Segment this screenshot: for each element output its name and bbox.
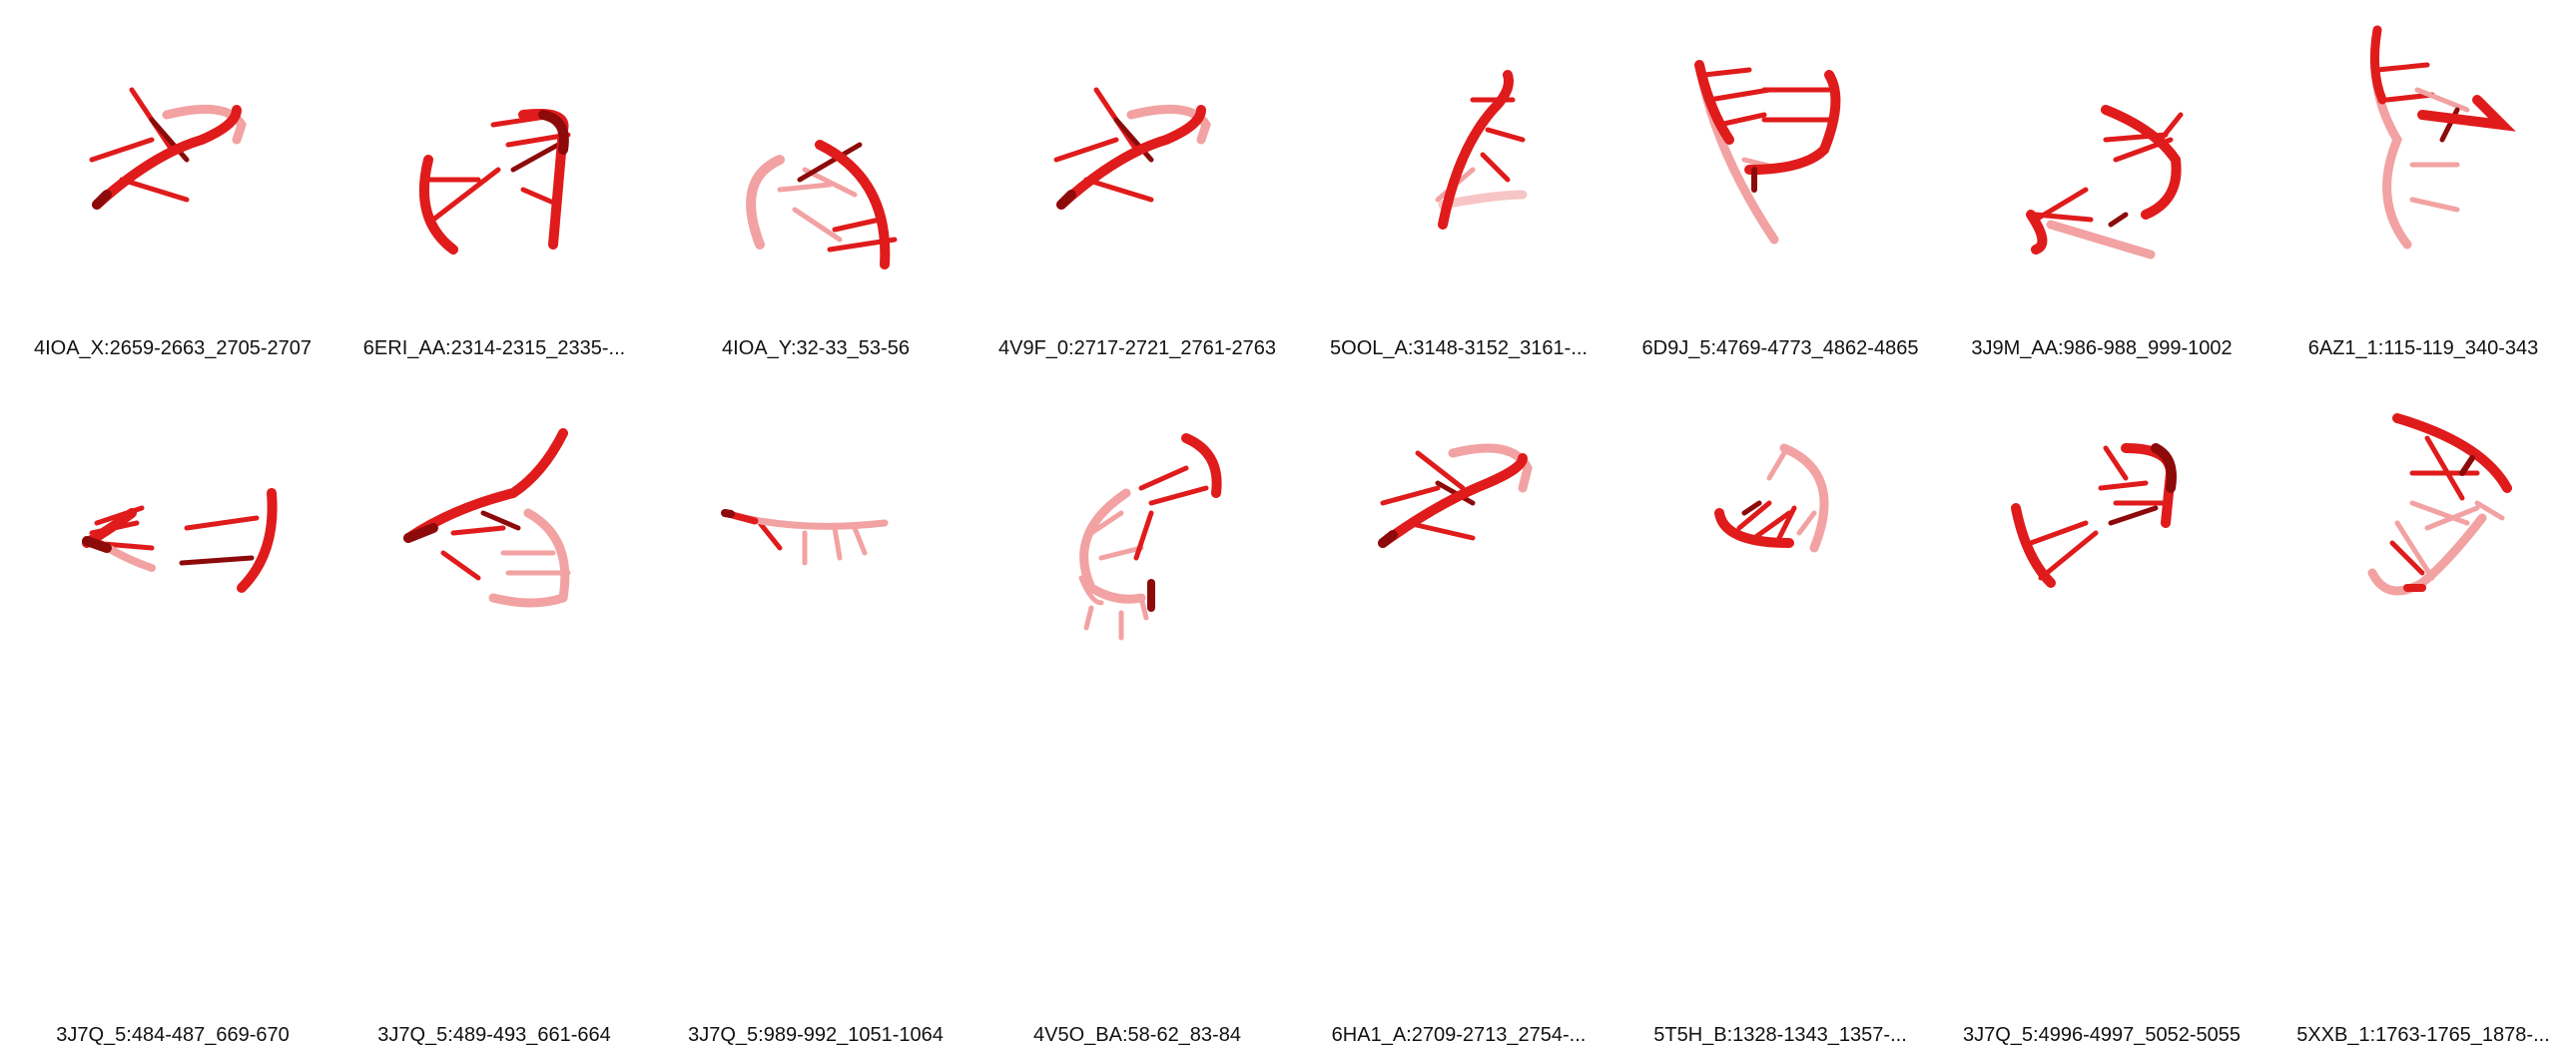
- structure-label: 3J7Q_5:484-487_669-670: [56, 1024, 290, 1046]
- structure-label: 4IOA_Y:32-33_53-56: [722, 337, 910, 359]
- structure-tile[interactable]: 3J9M_AA:986-988_999-1002: [1941, 20, 2262, 359]
- rna-structure-image: [418, 109, 571, 255]
- rna-structure-image: [721, 509, 889, 566]
- structure-label: 5OOL_A:3148-3152_3161-...: [1330, 337, 1588, 359]
- rna-structure-image: [2026, 105, 2184, 260]
- structure-tile[interactable]: 5T5H_B:1328-1343_1357-...: [1619, 363, 1941, 1046]
- rna-structure-image: [1378, 443, 1533, 548]
- rna-structure-image: [1694, 60, 1841, 245]
- rna-structure-image: [89, 87, 247, 210]
- structure-label: 3J9M_AA:986-988_999-1002: [1971, 337, 2233, 359]
- rna-structure-image: [2011, 443, 2177, 588]
- rna-structure-image: [82, 488, 278, 593]
- structure-tile[interactable]: 5OOL_A:3148-3152_3161-...: [1298, 20, 1619, 359]
- structure-tile[interactable]: 3J7Q_5:4996-4997_5052-5055: [1941, 363, 2262, 1046]
- rna-structure-image: [2367, 413, 2512, 596]
- structure-tile[interactable]: 6AZ1_1:115-119_340-343: [2262, 20, 2576, 359]
- structure-tile[interactable]: 5XXB_1:1763-1765_1878-...: [2262, 363, 2576, 1046]
- structure-tile[interactable]: 3J7Q_5:489-493_661-664: [333, 363, 655, 1046]
- rna-structure-image: [746, 140, 898, 269]
- structure-tile[interactable]: 3J7Q_5:484-487_669-670: [12, 363, 333, 1046]
- structure-label: 6AZ1_1:115-119_340-343: [2307, 337, 2539, 359]
- structure-label: 6HA1_A:2709-2713_2754-...: [1331, 1024, 1587, 1046]
- rna-structure-image: [2369, 25, 2516, 250]
- rna-structure-image: [1053, 87, 1211, 210]
- rna-structure-image: [1435, 70, 1528, 230]
- structure-label: 4V5O_BA:58-62_83-84: [1033, 1024, 1241, 1046]
- structure-label: 4V9F_0:2717-2721_2761-2763: [997, 337, 1277, 359]
- structure-label: 6D9J_5:4769-4773_4862-4865: [1641, 337, 1919, 359]
- structure-tile[interactable]: 6HA1_A:2709-2713_2754-...: [1298, 363, 1619, 1046]
- structure-tile[interactable]: 3J7Q_5:989-992_1051-1064: [655, 363, 976, 1046]
- rna-structure-image: [403, 428, 571, 608]
- structure-tile[interactable]: 4V5O_BA:58-62_83-84: [976, 363, 1298, 1046]
- structure-tile[interactable]: 4IOA_Y:32-33_53-56: [655, 20, 976, 359]
- structure-label: 6ERI_AA:2314-2315_2335-...: [362, 337, 626, 359]
- structure-label: 3J7Q_5:4996-4997_5052-5055: [1962, 1024, 2242, 1046]
- structure-label: 3J7Q_5:989-992_1051-1064: [688, 1024, 944, 1046]
- structure-grid: 4IOA_X:2659-2663_2705-2707 6ERI_AA:2314-…: [12, 20, 2576, 1046]
- rna-structure-image: [1714, 443, 1829, 553]
- structure-label: 5XXB_1:1763-1765_1878-...: [2296, 1024, 2550, 1046]
- structure-label: 5T5H_B:1328-1343_1357-...: [1653, 1024, 1907, 1046]
- structure-label: 3J7Q_5:489-493_661-664: [377, 1024, 611, 1046]
- structure-label: 4IOA_X:2659-2663_2705-2707: [33, 337, 312, 359]
- structure-tile[interactable]: 4IOA_X:2659-2663_2705-2707: [12, 20, 333, 359]
- structure-tile[interactable]: 4V9F_0:2717-2721_2761-2763: [976, 20, 1298, 359]
- structure-tile[interactable]: 6D9J_5:4769-4773_4862-4865: [1619, 20, 1941, 359]
- structure-tile[interactable]: 6ERI_AA:2314-2315_2335-...: [333, 20, 655, 359]
- rna-structure-image: [1078, 433, 1222, 641]
